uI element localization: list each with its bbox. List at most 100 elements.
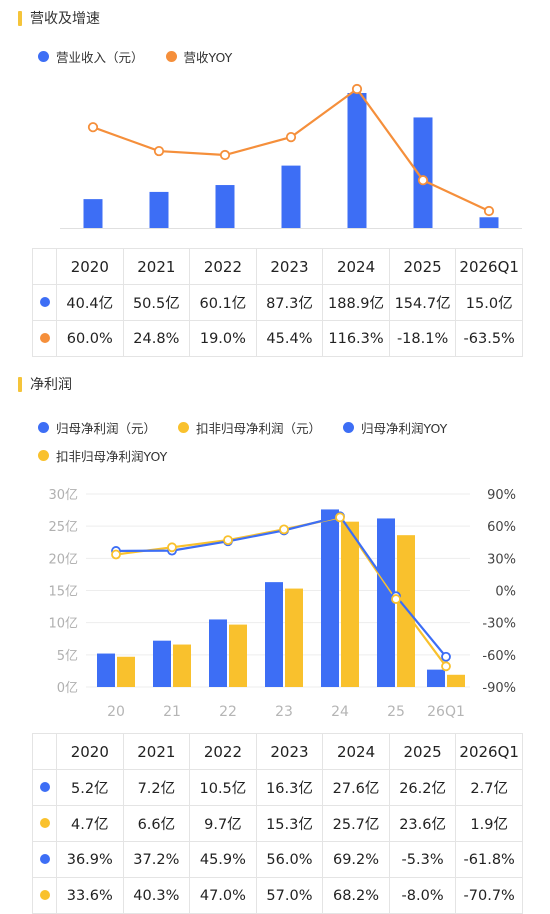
y-left-tick-label: 10亿 — [48, 617, 78, 632]
y-left-tick-label: 20亿 — [48, 552, 78, 567]
table-row: 5.2亿 7.2亿 10.5亿 16.3亿 27.6亿 26.2亿 2.7亿 — [32, 769, 523, 806]
y-right-tick-label: -30% — [482, 617, 516, 632]
table-cell: -70.7% — [455, 877, 523, 914]
x-tick-label: 23 — [275, 704, 293, 720]
revenue-bar — [479, 217, 499, 228]
table-header: 2025 — [388, 733, 457, 770]
x-tick-label: 25 — [387, 704, 405, 720]
legend-label: 扣非归母净利润（元） — [196, 420, 322, 436]
net-profit-bar — [209, 619, 227, 687]
legend-label: 归母净利润YOY — [361, 420, 448, 436]
table-cell: 15.3亿 — [255, 805, 324, 842]
revenue-yoy-point — [87, 122, 99, 133]
deducted-profit-bar — [447, 674, 465, 687]
revenue-yoy-point — [351, 83, 363, 95]
deducted-profit-yoy-point — [279, 524, 289, 535]
legend-dot — [38, 50, 49, 62]
series-dot — [39, 332, 50, 343]
table-cell: -5.3% — [388, 841, 457, 878]
table-header: 2023 — [255, 248, 324, 285]
table-cell: 19.0% — [189, 320, 257, 357]
table-cell: 40.4亿 — [56, 284, 124, 321]
deducted-profit-bar — [117, 656, 135, 687]
table-header: 2026Q1 — [455, 733, 523, 770]
net-profit-bar — [321, 509, 339, 687]
revenue-chart — [60, 83, 522, 229]
table-cell: 69.2% — [322, 841, 390, 878]
profit-table: 2020 2021 2022 2023 2024 2025 2026Q1 5.2亿 7.2亿 10… — [32, 733, 523, 914]
revenue-table: 2020 2021 2022 2023 2024 2025 2026Q1 40.4亿 50.5亿… — [32, 248, 523, 357]
y-left-tick-label: 15亿 — [48, 585, 78, 600]
deducted-profit-yoy-point — [441, 661, 451, 672]
legend-item: 扣非归母净利润YOY — [38, 441, 167, 469]
revenue-bar — [281, 165, 301, 228]
x-tick-label: 26Q1 — [427, 704, 465, 720]
table-cell: 23.6亿 — [388, 805, 457, 842]
table-cell: 56.0% — [255, 841, 324, 878]
table-cell: 26.2亿 — [388, 769, 457, 806]
net-profit-bar — [377, 518, 395, 687]
table-cell: 25.7亿 — [322, 805, 390, 842]
y-left-tick-label: 30亿 — [48, 488, 78, 503]
series-dot — [39, 781, 50, 792]
profit-section-title: 净利润 — [18, 374, 72, 394]
y-left-tick-label: 5亿 — [57, 649, 78, 664]
y-right-tick-label: 30% — [487, 552, 516, 567]
x-tick-label: 20 — [107, 704, 125, 720]
table-cell: 5.2亿 — [56, 769, 124, 806]
deducted-profit-yoy-point — [391, 594, 401, 604]
table-cell: 1.9亿 — [455, 805, 523, 842]
table-header: 2022 — [189, 248, 257, 285]
legend-item: 归母净利润（元） — [38, 413, 156, 441]
title-accent-bar — [18, 10, 22, 26]
x-tick-label: 24 — [331, 704, 349, 720]
table-cell: 10.5亿 — [189, 769, 257, 806]
table-cell: 24.8% — [122, 320, 191, 357]
net-profit-bar — [97, 653, 115, 687]
legend-dot — [165, 50, 177, 62]
table-cell: 154.7亿 — [388, 284, 457, 321]
x-tick-label: 21 — [163, 704, 181, 720]
table-cell: -8.0% — [388, 877, 457, 914]
legend-item: 归母净利润YOY — [343, 413, 447, 441]
row-marker — [32, 284, 57, 321]
title-accent-bar — [18, 376, 22, 392]
table-cell: 87.3亿 — [255, 284, 324, 321]
table-cell: -63.5% — [455, 320, 523, 357]
deducted-profit-bar — [173, 644, 191, 687]
table-cell: 45.9% — [189, 841, 257, 878]
legend-label: 营业收入（元） — [56, 49, 144, 65]
table-cell: 9.7亿 — [189, 805, 257, 842]
revenue-yoy-point — [153, 145, 165, 157]
net-profit-bar — [265, 582, 283, 687]
y-right-tick-label: 60% — [487, 520, 516, 535]
revenue-bar — [347, 93, 367, 228]
table-header: 2021 — [122, 733, 191, 770]
profit-title-text: 净利润 — [30, 377, 72, 393]
series-dot — [39, 296, 50, 307]
row-marker — [32, 769, 57, 806]
table-header: 2024 — [322, 733, 390, 770]
table-cell: 40.3% — [122, 877, 191, 914]
table-row: 60.0% 24.8% 19.0% 45.4% 116.3% -18.1% -63.5% — [32, 320, 523, 357]
legend-dot — [38, 449, 49, 461]
revenue-yoy-point — [483, 205, 495, 217]
legend-item: 扣非归母净利润（元） — [178, 413, 321, 441]
table-cell: 45.4% — [255, 320, 324, 357]
revenue-section-title: 营收及增速 — [18, 8, 100, 28]
net-profit-yoy-point — [441, 651, 451, 662]
revenue-bar — [413, 117, 433, 228]
deducted-profit-bar — [341, 521, 359, 687]
revenue-bar — [215, 185, 235, 228]
y-right-tick-label: 0% — [495, 585, 516, 600]
y-left-tick-label: 0亿 — [57, 681, 78, 696]
y-left-tick-label: 25亿 — [48, 520, 78, 535]
legend-dot — [38, 421, 49, 433]
revenue-yoy-point — [285, 132, 297, 143]
table-cell: 36.9% — [56, 841, 124, 878]
row-marker — [32, 320, 57, 357]
legend-label: 归母净利润（元） — [56, 420, 157, 436]
table-header: 2022 — [189, 733, 257, 770]
legend-label: 扣非归母净利润YOY — [56, 448, 168, 464]
legend-item: 营业收入（元） — [38, 42, 144, 70]
